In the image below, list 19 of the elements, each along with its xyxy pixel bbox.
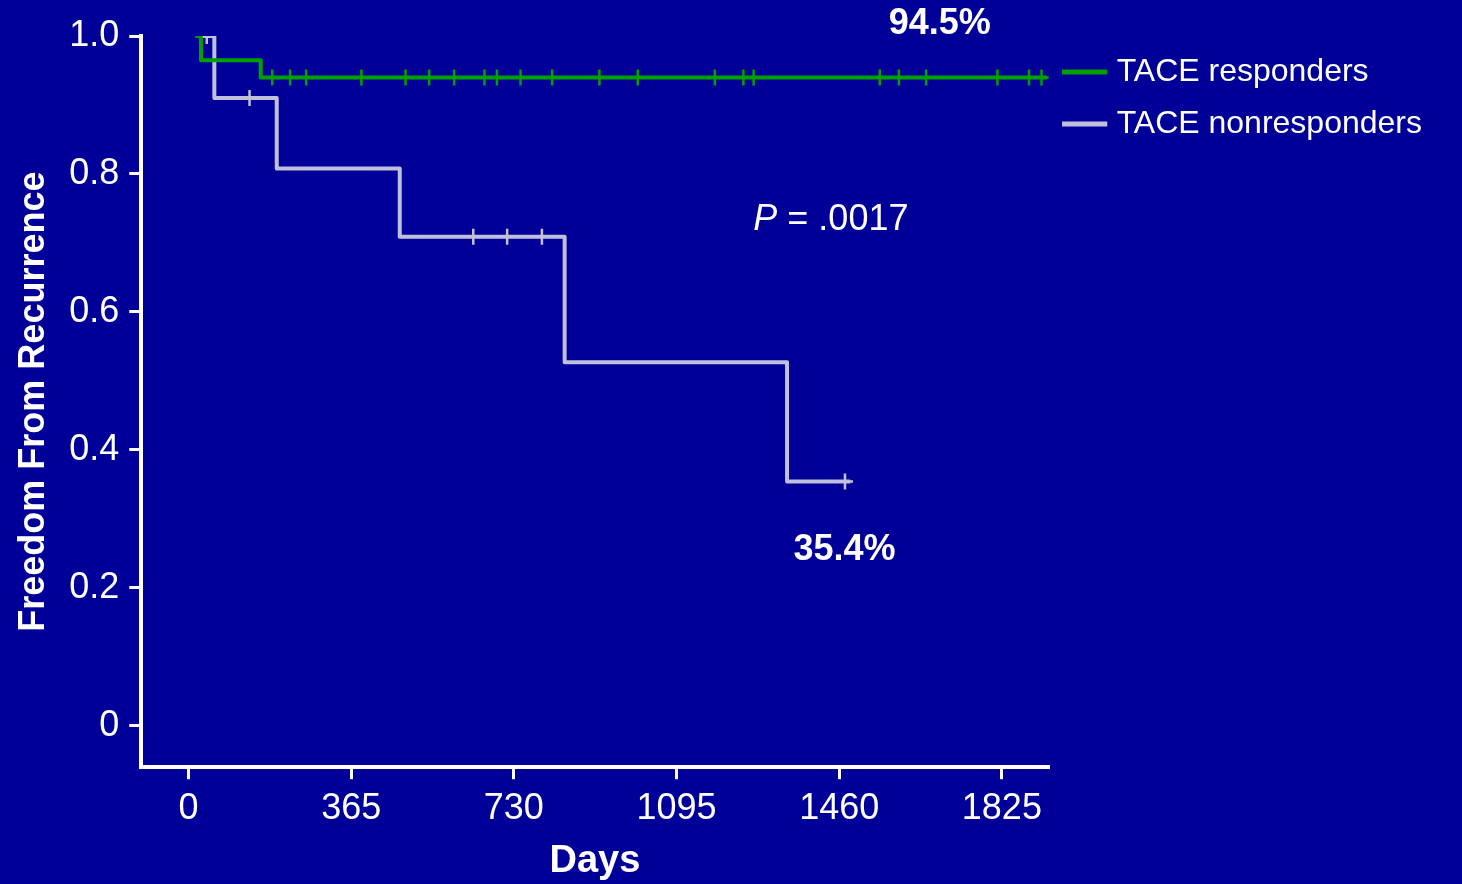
y-tick-label: 0.2 [69, 564, 120, 606]
y-tick-label: 0.8 [69, 150, 120, 192]
x-tick-label: 0 [178, 785, 199, 827]
y-tick-label: 1.0 [69, 12, 120, 54]
x-tick-label: 365 [321, 785, 382, 827]
y-axis-title: Freedom From Recurrence [10, 171, 52, 632]
legend-label: TACE responders [1116, 51, 1369, 88]
x-tick-label: 730 [483, 785, 544, 827]
annotation: P = .0017 [753, 196, 909, 239]
annotation: 35.4% [793, 527, 896, 569]
y-tick-label: 0.4 [69, 426, 120, 468]
legend-label: TACE nonresponders [1116, 103, 1422, 140]
x-tick-label: 1825 [961, 785, 1042, 827]
x-tick-label: 1460 [799, 785, 880, 827]
x-tick-label: 1095 [636, 785, 717, 827]
y-tick-label: 0.6 [69, 288, 120, 330]
x-axis-title: Days [549, 837, 641, 880]
annotation: 94.5% [888, 0, 991, 42]
y-tick-label: 0 [99, 702, 120, 744]
